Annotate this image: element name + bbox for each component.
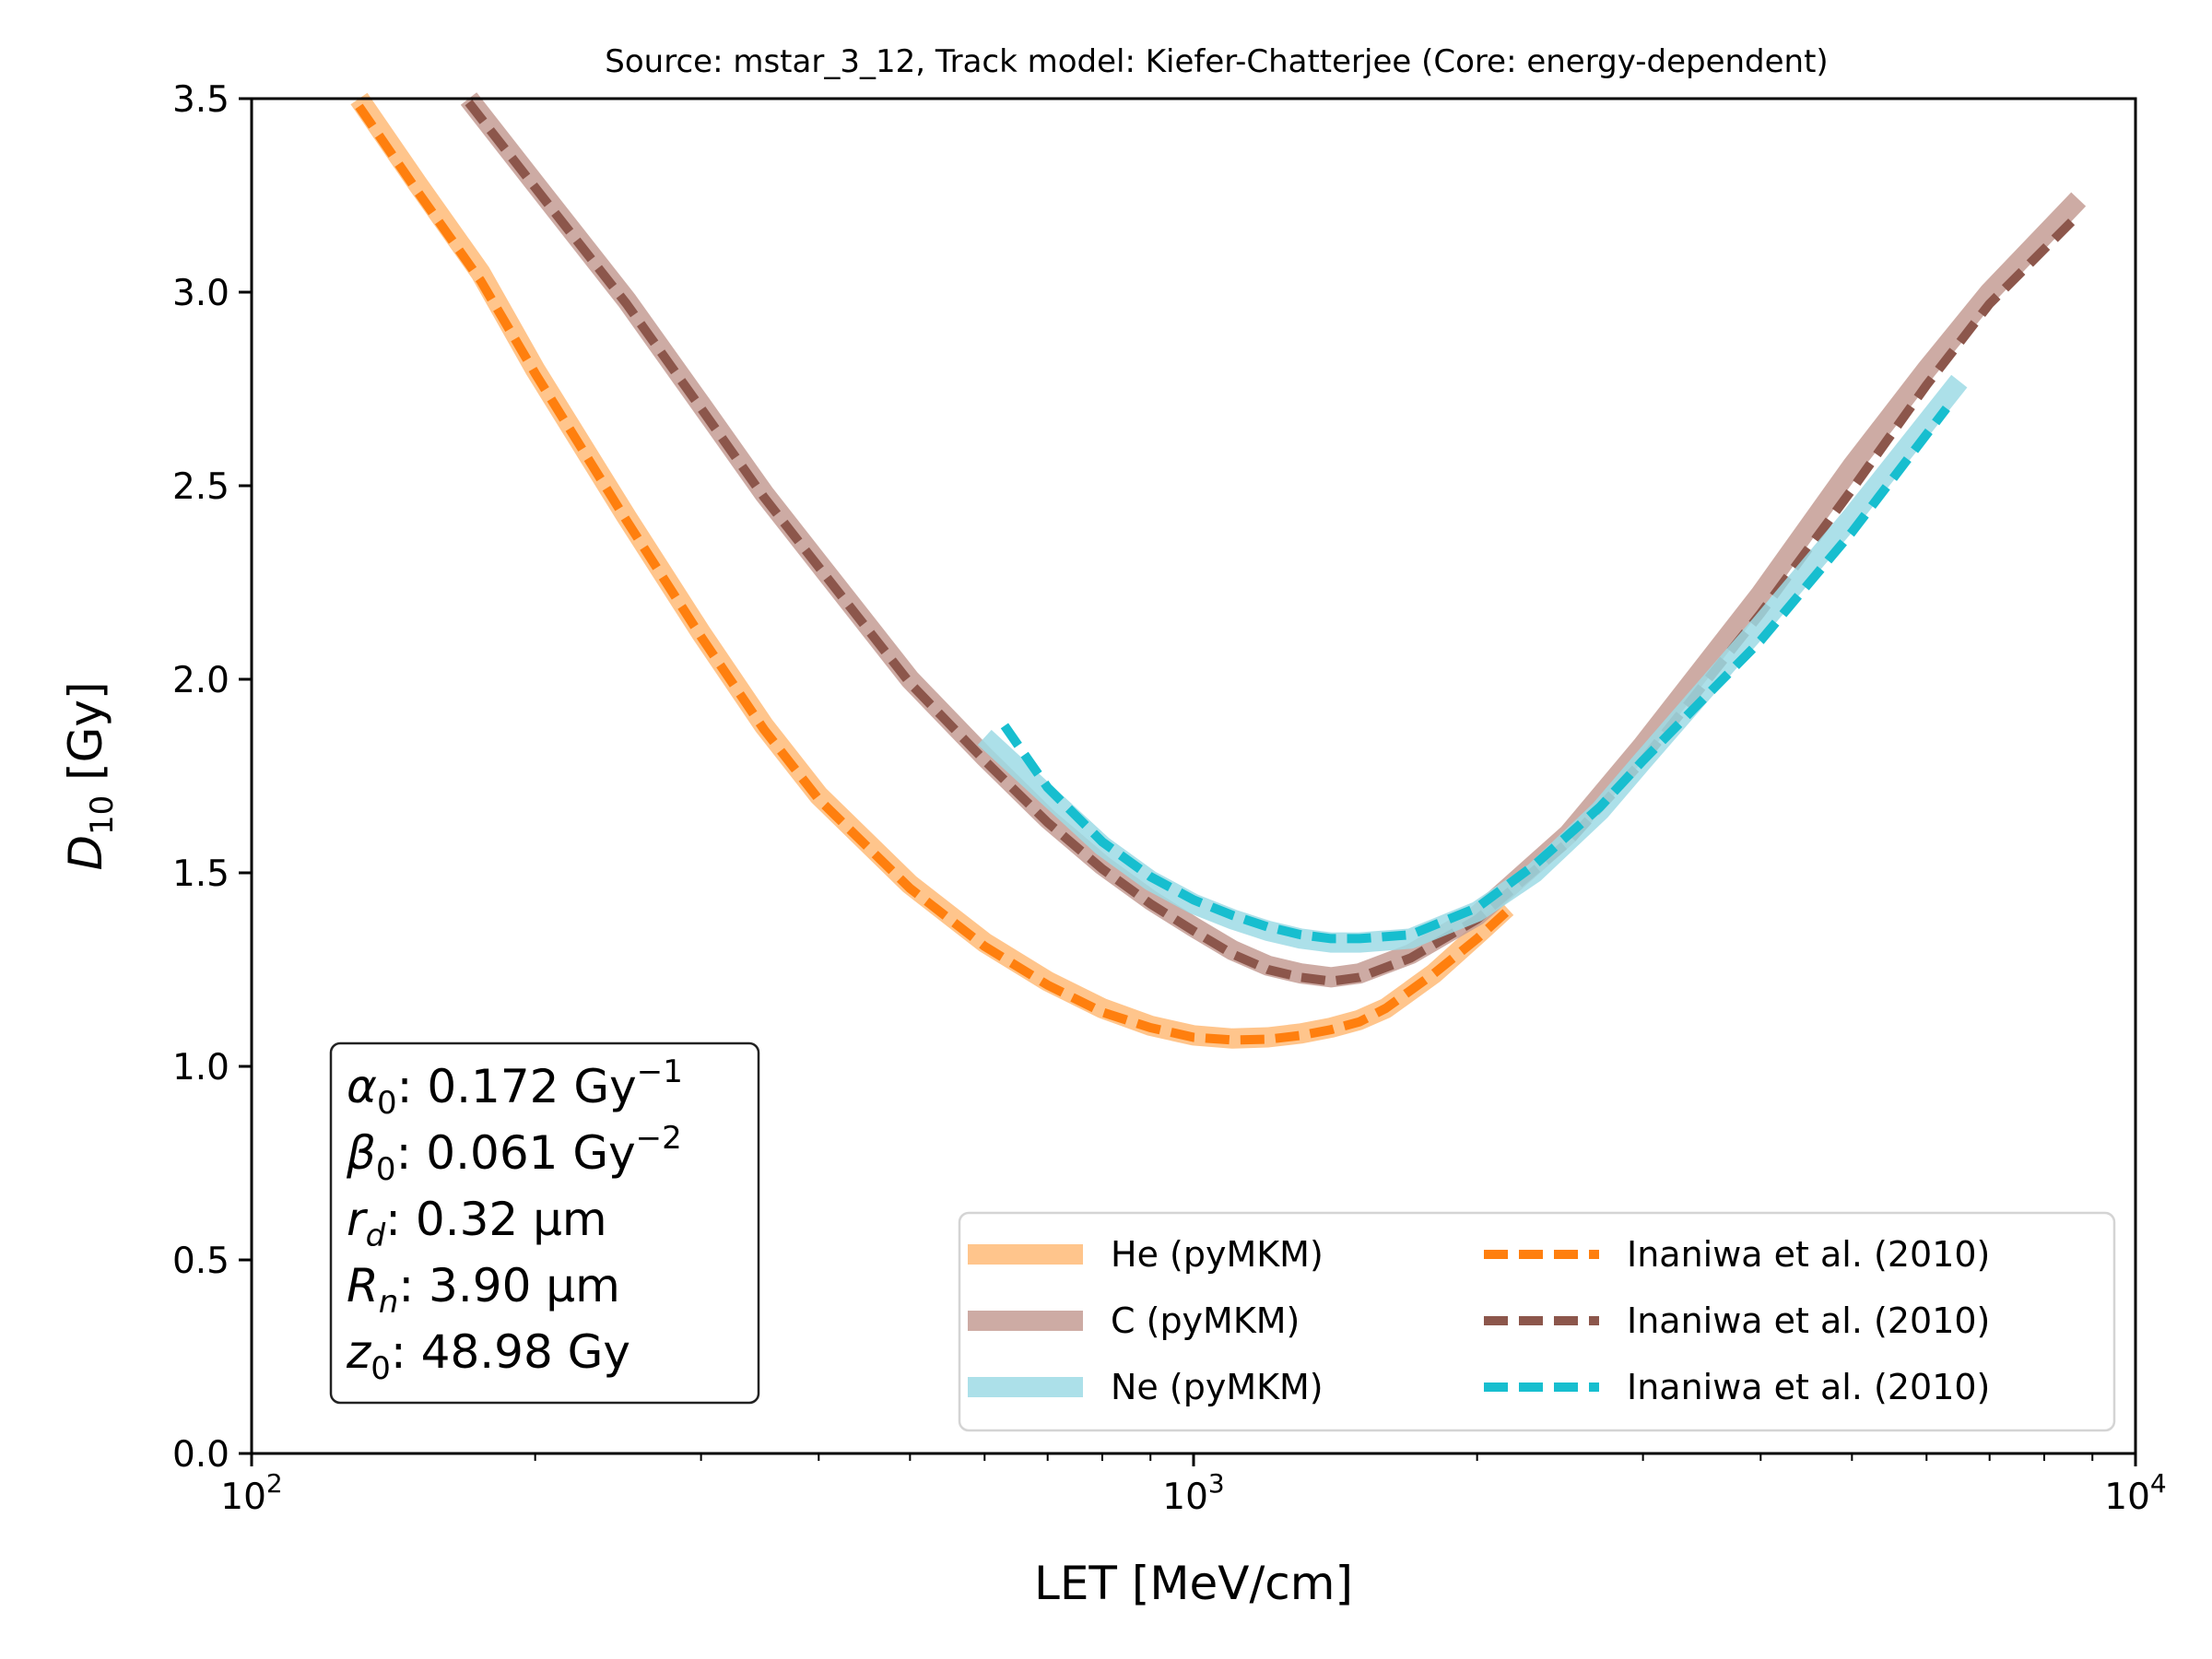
series-layer — [350, 92, 2087, 1049]
chart-title: Source: mstar_3_12, Track model: Kiefer-… — [605, 43, 1828, 80]
legend-entry-label: He (pyMKM) — [1111, 1234, 1324, 1275]
y-axis-label: D10 [Gy] — [59, 681, 121, 870]
legend-entry-label: C (pyMKM) — [1111, 1300, 1300, 1341]
y-tick-label: 3.0 — [172, 273, 229, 314]
parameter-line: β0: 0.061 Gy−2 — [346, 1120, 682, 1188]
y-tick-label: 1.5 — [172, 853, 229, 895]
y-tick-label: 0.0 — [172, 1434, 229, 1476]
parameter-line: z0: 48.98 Gy — [346, 1325, 630, 1387]
legend: He (pyMKM) C (pyMKM) Ne (pyMKM) Inaniwa et … — [958, 1211, 2116, 1432]
x-tick-label: 103 — [1162, 1468, 1224, 1518]
y-tick-label: 0.5 — [172, 1241, 229, 1282]
y-tick-label: 2.0 — [172, 660, 229, 701]
series-line-3 — [355, 103, 1511, 1045]
x-axis-label: LET [MeV/cm] — [1034, 1557, 1353, 1610]
series-line-0 — [350, 92, 1514, 1049]
parameter-line: rd: 0.32 μm — [347, 1193, 607, 1254]
x-axis: 102 103 104 — [220, 1453, 2167, 1518]
parameter-annotation-box: α0: 0.172 Gy−1β0: 0.061 Gy−2rd: 0.32 μmR… — [329, 1041, 760, 1405]
x-tick-label: 104 — [2104, 1468, 2166, 1518]
series-line-5 — [1000, 405, 1950, 944]
y-axis: 0.0 0.5 1.0 1.5 2.0 2.5 3.0 3.5 — [172, 79, 252, 1476]
y-tick-label: 1.0 — [172, 1047, 229, 1088]
legend-entry-label: Inaniwa et al. (2010) — [1627, 1300, 1990, 1341]
x-tick-label: 102 — [220, 1468, 282, 1518]
legend-entry-label: Inaniwa et al. (2010) — [1627, 1234, 1990, 1275]
parameter-line: α0: 0.172 Gy−1 — [347, 1053, 683, 1122]
y-tick-label: 2.5 — [172, 466, 229, 508]
parameter-box-frame — [329, 1041, 760, 1405]
legend-entry-label: Inaniwa et al. (2010) — [1627, 1367, 1990, 1407]
legend-entry-label: Ne (pyMKM) — [1111, 1367, 1324, 1407]
y-tick-label: 3.5 — [172, 79, 229, 121]
parameter-line: Rn: 3.90 μm — [347, 1259, 620, 1321]
